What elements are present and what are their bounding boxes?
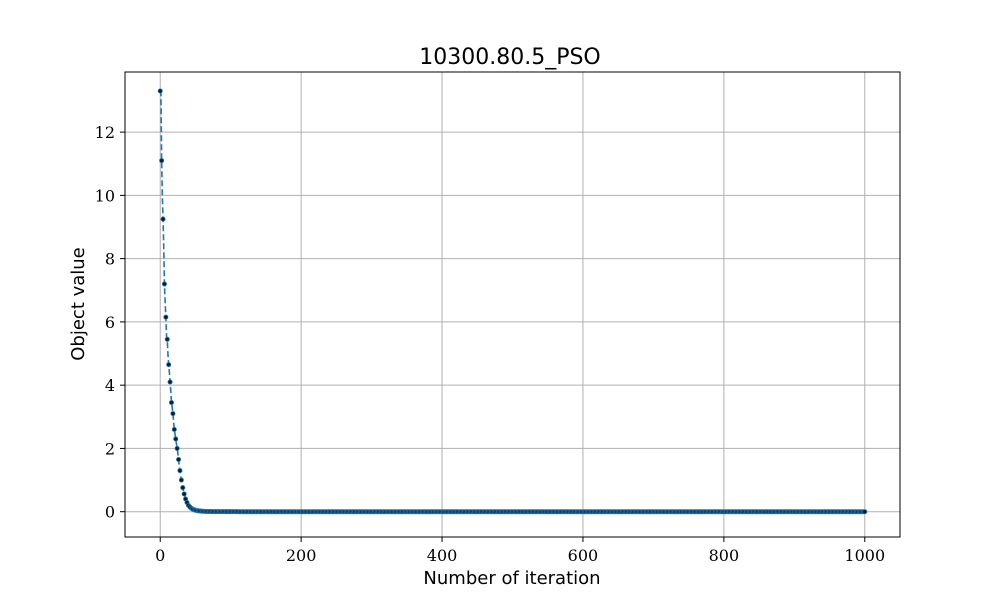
y-tick-label: 2	[105, 439, 115, 458]
x-tick-label: 200	[286, 546, 317, 565]
y-tick-label: 8	[105, 250, 115, 269]
y-axis-label: Object value	[68, 247, 89, 361]
chart-title: 10300.80.5_PSO	[419, 45, 601, 70]
y-tick-label: 10	[95, 186, 115, 205]
data-point	[161, 281, 167, 287]
x-tick-label: 0	[155, 546, 165, 565]
x-tick-label: 600	[568, 546, 599, 565]
data-point	[164, 336, 170, 342]
series-markers	[157, 88, 868, 515]
data-point	[171, 426, 177, 432]
data-point	[168, 400, 174, 406]
y-tick-label: 0	[105, 503, 115, 522]
grid	[125, 72, 900, 537]
data-point	[167, 379, 173, 385]
y-tick-label: 4	[105, 376, 115, 395]
plot-frame	[124, 71, 901, 538]
data-point	[181, 491, 187, 497]
axis-ticks: 0 200 400 600 800 1000 0 2 4 6 8 10 12	[95, 123, 885, 565]
x-tick-label: 1000	[844, 546, 885, 565]
data-point	[159, 158, 165, 164]
data-point	[862, 509, 868, 515]
data-point	[176, 456, 182, 462]
data-point	[173, 436, 179, 442]
x-tick-label: 800	[709, 546, 740, 565]
y-tick-label: 6	[105, 313, 115, 332]
data-point	[180, 485, 186, 491]
x-axis-label: Number of iteration	[423, 568, 600, 589]
x-tick-label: 400	[427, 546, 458, 565]
data-point	[178, 477, 184, 483]
y-tick-label: 12	[95, 123, 115, 142]
data-point	[177, 468, 183, 474]
data-point	[170, 411, 176, 417]
data-point	[157, 88, 163, 94]
data-point	[160, 216, 166, 222]
data-point	[174, 445, 180, 451]
series	[157, 88, 868, 515]
data-point	[166, 362, 172, 368]
data-point	[163, 314, 169, 320]
